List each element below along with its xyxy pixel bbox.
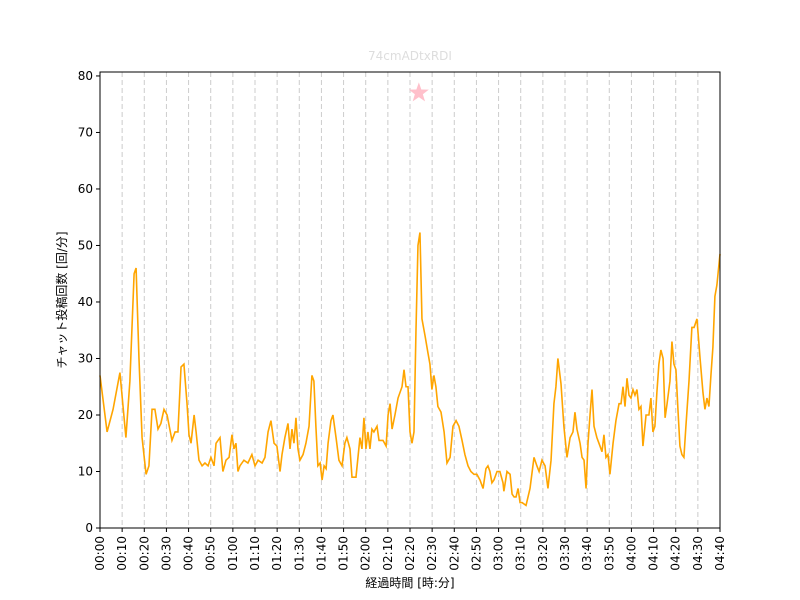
- y-tick-label: 30: [78, 351, 93, 365]
- x-tick-label: 01:10: [248, 536, 262, 571]
- y-tick-label: 20: [78, 408, 93, 422]
- x-tick-label: 04:30: [691, 536, 705, 571]
- y-tick-label: 70: [78, 125, 93, 139]
- x-tick-label: 02:00: [359, 536, 373, 571]
- y-tick-label: 10: [78, 464, 93, 478]
- chart-title: 74cmADtxRDI: [368, 49, 452, 63]
- x-tick-label: 04:00: [624, 536, 638, 571]
- x-tick-label: 01:00: [226, 536, 240, 571]
- x-tick-label: 03:10: [514, 536, 528, 571]
- y-tick-label: 80: [78, 69, 93, 83]
- x-tick-label: 02:10: [381, 536, 395, 571]
- x-tick-label: 00:40: [182, 536, 196, 571]
- x-tick-label: 01:40: [314, 536, 328, 571]
- x-tick-label: 02:30: [425, 536, 439, 571]
- star-marker: [408, 82, 429, 102]
- x-tick-label: 00:50: [204, 536, 218, 571]
- x-tick-label: 03:40: [580, 536, 594, 571]
- x-tick-label: 02:50: [469, 536, 483, 571]
- y-tick-label: 40: [78, 295, 93, 309]
- x-tick-label: 02:20: [403, 536, 417, 571]
- x-tick-label: 03:30: [558, 536, 572, 571]
- x-tick-label: 04:20: [669, 536, 683, 571]
- y-axis-label: チャット投稿回数 [回/分]: [54, 231, 69, 368]
- x-tick-label: 04:40: [713, 536, 727, 571]
- x-tick-label: 01:30: [292, 536, 306, 571]
- x-tick-label: 02:40: [447, 536, 461, 571]
- x-tick-label: 00:00: [93, 536, 107, 571]
- x-tick-label: 00:10: [115, 536, 129, 571]
- y-tick-label: 0: [85, 521, 93, 535]
- x-tick-label: 03:20: [536, 536, 550, 571]
- y-tick-label: 60: [78, 182, 93, 196]
- x-tick-label: 03:00: [492, 536, 506, 571]
- x-tick-label: 04:10: [647, 536, 661, 571]
- x-axis-label: 経過時間 [時:分]: [365, 576, 454, 590]
- plot-frame: [99, 71, 721, 529]
- x-tick-label: 00:30: [159, 536, 173, 571]
- x-tick-label: 01:50: [337, 536, 351, 571]
- x-tick-label: 00:20: [137, 536, 151, 571]
- x-tick-label: 03:50: [602, 536, 616, 571]
- data-line: [99, 232, 721, 507]
- x-tick-label: 01:20: [270, 536, 284, 571]
- y-tick-label: 50: [78, 238, 93, 252]
